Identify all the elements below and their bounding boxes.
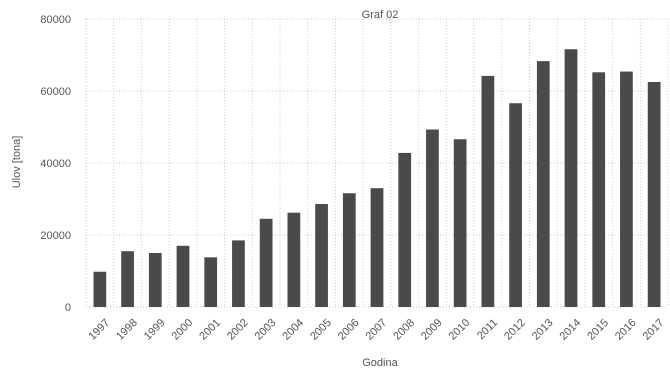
x-tick-label: 2013 <box>530 317 556 343</box>
x-tick-label: 2017 <box>641 317 667 343</box>
bar-1998[interactable] <box>121 251 134 307</box>
chart-title: Graf 02 <box>362 9 399 21</box>
bar-2017[interactable] <box>647 82 661 307</box>
bar-2002[interactable] <box>232 240 245 307</box>
bars <box>93 49 661 308</box>
y-axis-ticks: 0 20000 40000 60000 80000 <box>40 14 71 314</box>
x-tick-label: 2011 <box>475 317 500 342</box>
x-tick-label: 2014 <box>558 317 584 343</box>
x-tick-label: 1998 <box>114 317 140 343</box>
bar-2013[interactable] <box>536 61 550 308</box>
bar-2011[interactable] <box>481 75 495 307</box>
x-tick-label: 2000 <box>170 317 196 343</box>
y-tick-label: 60000 <box>40 86 71 98</box>
x-tick-label: 2006 <box>336 317 362 343</box>
y-axis-label: Ulov [tona] <box>11 136 23 189</box>
x-tick-label: 2009 <box>419 317 445 343</box>
bar-2006[interactable] <box>342 193 356 307</box>
bar-2003[interactable] <box>259 218 273 307</box>
x-tick-label: 2010 <box>447 317 473 343</box>
bar-2008[interactable] <box>398 152 412 307</box>
y-tick-label: 0 <box>65 302 71 314</box>
bar-2016[interactable] <box>620 71 633 307</box>
x-tick-label: 2001 <box>197 317 223 343</box>
bar-2004[interactable] <box>287 212 301 307</box>
bar-2014[interactable] <box>564 49 578 308</box>
y-tick-label: 80000 <box>40 14 71 26</box>
x-tick-label: 2012 <box>502 317 528 343</box>
x-tick-label: 2016 <box>613 317 639 343</box>
bar-2007[interactable] <box>370 188 384 307</box>
x-tick-label: 2008 <box>391 317 417 343</box>
y-tick-label: 40000 <box>40 158 71 170</box>
bar-2001[interactable] <box>204 257 218 307</box>
x-tick-label: 2003 <box>253 317 279 343</box>
bar-2005[interactable] <box>315 204 328 307</box>
x-axis-label: Godina <box>362 357 398 369</box>
bar-1999[interactable] <box>148 253 162 307</box>
x-tick-label: 2002 <box>225 317 251 343</box>
x-tick-label: 1997 <box>86 317 112 343</box>
bar-2010[interactable] <box>453 139 467 307</box>
bar-1997[interactable] <box>93 271 107 307</box>
x-tick-label: 2007 <box>364 317 390 343</box>
bar-2009[interactable] <box>426 129 439 307</box>
bar-2015[interactable] <box>592 72 606 307</box>
x-axis-ticks: 1997 1998 1999 2000 2001 2002 2003 2004 2005 2006… <box>86 317 666 343</box>
bar-2000[interactable] <box>176 245 190 307</box>
x-tick-label: 1999 <box>142 317 168 343</box>
x-tick-label: 2004 <box>280 317 306 343</box>
x-tick-label: 2005 <box>308 317 334 343</box>
x-tick-label: 2015 <box>585 317 611 343</box>
bar-2012[interactable] <box>509 103 522 308</box>
grid-lines <box>85 18 669 308</box>
y-tick-label: 20000 <box>40 230 71 242</box>
